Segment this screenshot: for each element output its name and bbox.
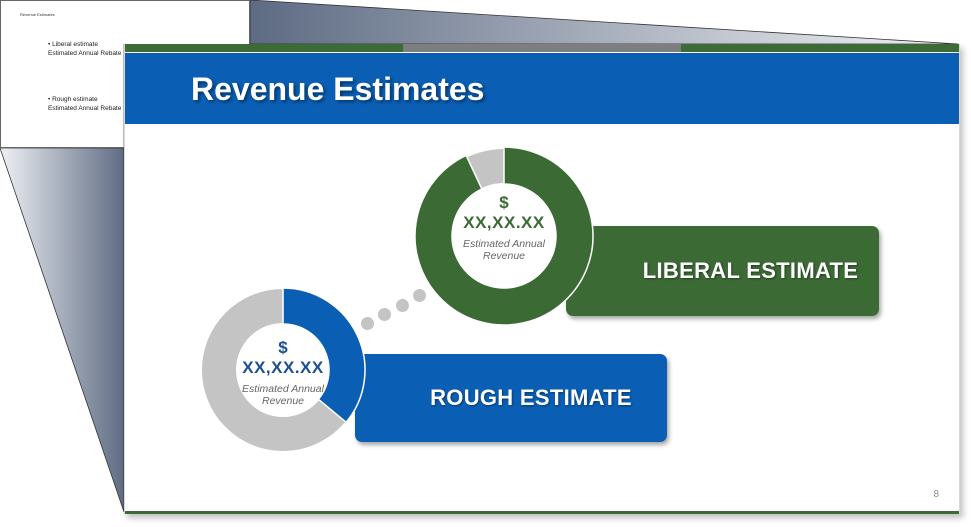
rough-caption: Estimated Annual Revenue bbox=[223, 383, 343, 407]
liberal-currency: $ bbox=[499, 193, 509, 212]
rough-donut-center: $ XX,XX.XX Estimated Annual Revenue bbox=[223, 338, 343, 408]
rough-estimate-label: ROUGH ESTIMATE bbox=[430, 385, 632, 410]
liberal-donut bbox=[414, 146, 594, 326]
note-sub: Estimated Annual Rebate bbox=[48, 50, 122, 57]
liberal-estimate-label: LIBERAL ESTIMATE bbox=[642, 258, 859, 283]
notes-title: Revenue Estimates bbox=[20, 12, 55, 17]
top-band-right bbox=[681, 44, 959, 52]
note-bullet: • Rough estimate bbox=[48, 96, 98, 103]
note-rough: • Rough estimate Estimated Annual Rebate bbox=[48, 95, 121, 113]
top-band-left bbox=[125, 44, 403, 52]
rough-estimate-box: ROUGH ESTIMATE bbox=[355, 354, 667, 442]
liberal-donut-center: $ XX,XX.XX Estimated Annual Revenue bbox=[444, 193, 564, 263]
connector-dot bbox=[378, 308, 391, 321]
slide-title: Revenue Estimates bbox=[191, 71, 485, 107]
footer-bar bbox=[125, 511, 959, 514]
rough-caption-line2: Revenue bbox=[261, 395, 305, 407]
rough-caption-line1: Estimated Annual bbox=[242, 383, 324, 395]
note-liberal: • Liberal estimate Estimated Annual Reba… bbox=[48, 40, 121, 58]
note-bullet: • Liberal estimate bbox=[48, 41, 98, 48]
liberal-caption-line1: Estimated Annual bbox=[463, 238, 545, 250]
rough-amount: XX,XX.XX bbox=[242, 358, 324, 377]
connector-dot bbox=[413, 289, 426, 302]
notes-panel: Revenue Estimates • Liberal estimate Est… bbox=[0, 0, 250, 150]
rough-donut bbox=[202, 287, 366, 451]
rough-currency: $ bbox=[278, 338, 288, 357]
liberal-amount: XX,XX.XX bbox=[463, 213, 545, 232]
slide-header: Revenue Estimates bbox=[125, 53, 959, 124]
connector-dot bbox=[396, 299, 409, 312]
top-band-middle bbox=[403, 44, 681, 52]
page-number: 8 bbox=[933, 489, 939, 500]
liberal-caption-line2: Revenue bbox=[482, 250, 526, 262]
note-sub: Estimated Annual Rebate bbox=[48, 105, 122, 112]
liberal-estimate-box: LIBERAL ESTIMATE bbox=[566, 226, 879, 316]
slide: Revenue Estimates LIBERAL ESTIMATE ROUGH… bbox=[124, 44, 960, 514]
connector-dot bbox=[361, 317, 374, 330]
liberal-caption: Estimated Annual Revenue bbox=[444, 238, 564, 262]
